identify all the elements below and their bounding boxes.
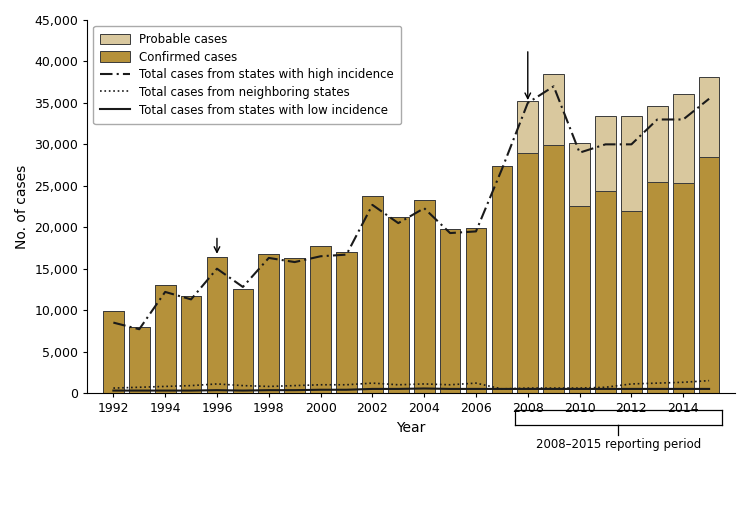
Bar [466, 228, 486, 393]
Bar [362, 196, 382, 393]
Bar [518, 153, 538, 393]
Bar [259, 254, 279, 393]
Bar [232, 289, 254, 393]
Bar [543, 145, 564, 393]
Bar [336, 252, 357, 393]
Bar [621, 116, 642, 211]
Bar [569, 206, 590, 393]
Bar [103, 311, 124, 393]
Legend: Probable cases, Confirmed cases, Total cases from states with high incidence, To: Probable cases, Confirmed cases, Total c… [93, 26, 401, 124]
Text: 2008–2015 reporting period: 2008–2015 reporting period [536, 438, 701, 451]
Bar [596, 191, 616, 393]
Bar [518, 101, 538, 153]
Bar [154, 285, 176, 393]
Bar [673, 94, 694, 183]
Bar [491, 165, 512, 393]
Bar [206, 256, 227, 393]
Bar [440, 229, 460, 393]
Bar [310, 246, 331, 393]
Y-axis label: No. of cases: No. of cases [15, 164, 29, 249]
Bar [647, 106, 668, 182]
Bar [414, 200, 434, 393]
Bar [543, 74, 564, 145]
Bar [699, 157, 719, 393]
Bar [647, 182, 668, 393]
Bar [699, 77, 719, 157]
Bar [181, 296, 202, 393]
X-axis label: Year: Year [397, 421, 426, 435]
Bar [284, 258, 305, 393]
Bar [621, 211, 642, 393]
Bar [569, 143, 590, 206]
Bar [596, 116, 616, 191]
Bar [673, 183, 694, 393]
Bar [129, 327, 149, 393]
Bar [388, 217, 409, 393]
